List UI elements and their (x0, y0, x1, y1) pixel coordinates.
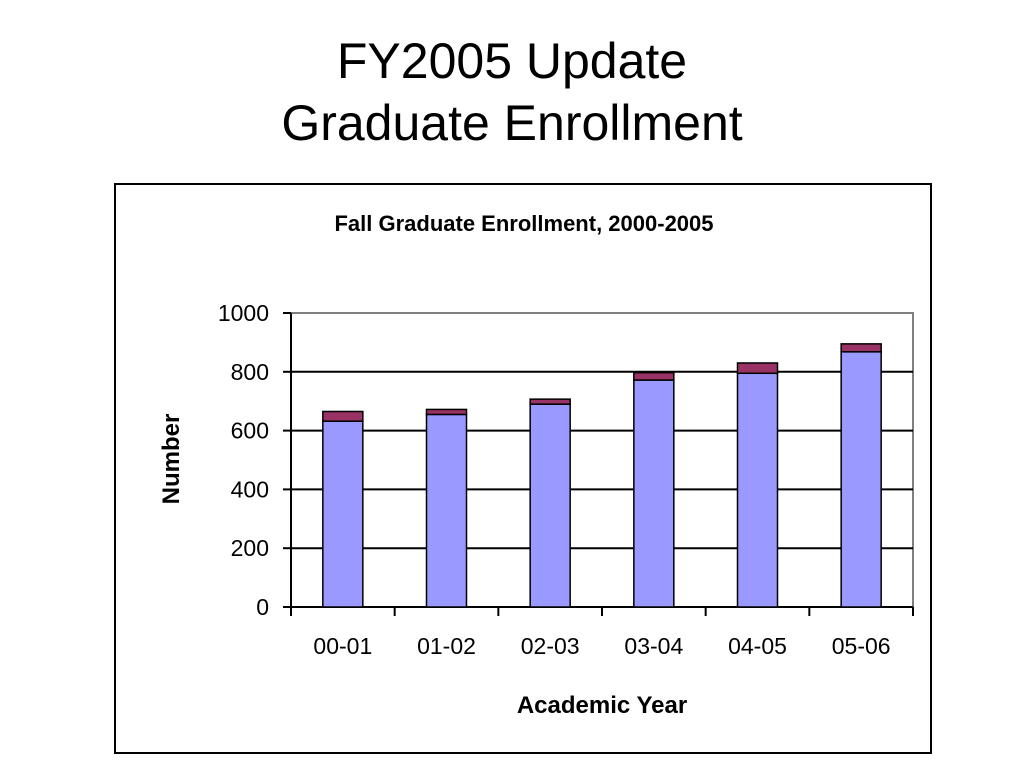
chart-title: Fall Graduate Enrollment, 2000-2005 (334, 211, 713, 236)
slide-title: FY2005 Update Graduate Enrollment (0, 30, 1024, 154)
chart-frame: Fall Graduate Enrollment, 2000-2005 Numb… (114, 183, 932, 754)
slide-title-line-2: Graduate Enrollment (281, 95, 743, 151)
y-tick-label: 400 (231, 476, 269, 502)
slide-title-line-1: FY2005 Update (336, 33, 688, 89)
bar-lower-02-03 (529, 403, 571, 608)
bar-upper-01-02 (425, 408, 468, 416)
bar-lower-04-05 (736, 372, 779, 608)
y-tick-label: 800 (231, 359, 269, 385)
x-tick-label: 01-02 (417, 633, 476, 659)
y-tick-label: 0 (256, 594, 269, 620)
bar-upper-02-03 (529, 398, 571, 405)
x-tick-label: 00-01 (313, 633, 372, 659)
y-tick-label: 1000 (218, 300, 269, 326)
bar-upper-00-01 (322, 410, 364, 422)
plot-area (290, 312, 914, 608)
bar-upper-03-04 (633, 371, 675, 381)
x-tick-label: 04-05 (728, 633, 787, 659)
x-tick-label: 05-06 (832, 633, 891, 659)
bar-lower-03-04 (633, 379, 675, 608)
bar-upper-05-06 (840, 343, 882, 353)
x-tick-label: 02-03 (521, 633, 580, 659)
bar-lower-05-06 (840, 351, 882, 608)
bar-upper-04-05 (736, 362, 779, 375)
y-tick-label: 600 (231, 418, 269, 444)
x-axis-title: Academic Year (517, 692, 687, 719)
y-axis-title: Number (158, 414, 185, 505)
y-tick-label: 200 (231, 535, 269, 561)
bar-lower-00-01 (322, 420, 364, 608)
x-tick-label: 03-04 (624, 633, 683, 659)
enrollment-chart: Fall Graduate Enrollment, 2000-2005 Numb… (158, 211, 914, 719)
bar-lower-01-02 (425, 413, 468, 608)
